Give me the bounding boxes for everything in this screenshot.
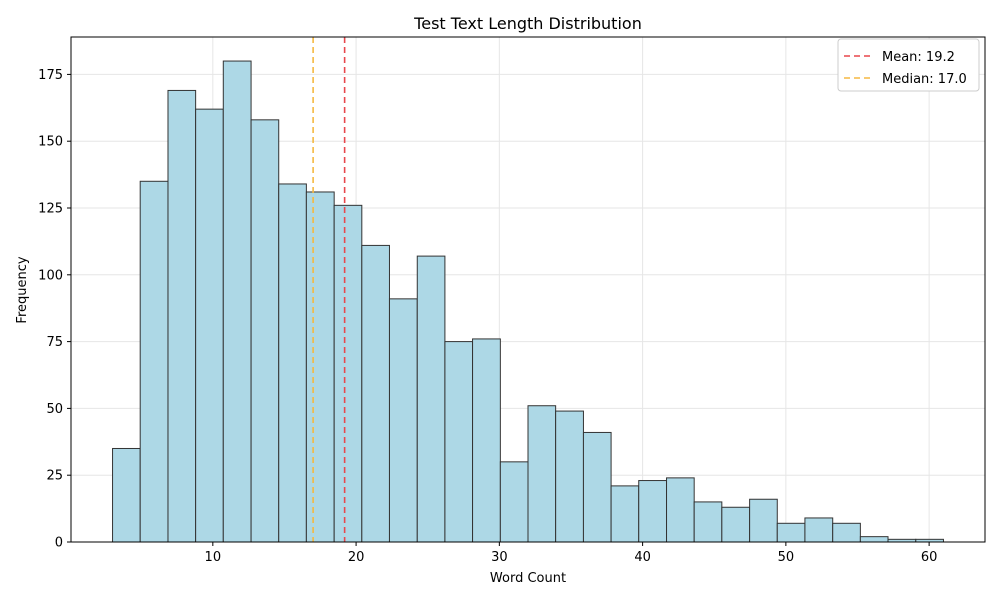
reference-lines: [312, 37, 346, 542]
histogram-bar: [499, 461, 529, 543]
y-axis-ticks: 0 25 50 75 100 125 150 175: [38, 68, 71, 551]
histogram-bar: [527, 405, 557, 543]
y-tick-label: 100: [38, 268, 63, 283]
histogram-bar: [333, 204, 363, 543]
legend-mean-label: Mean: 19.2: [882, 50, 955, 65]
legend-median-label: Median: 17.0: [882, 72, 967, 87]
legend-box: [837, 38, 980, 92]
histogram-bar: [749, 498, 778, 543]
histogram-bar: [278, 183, 307, 543]
y-tick-label: 75: [46, 335, 63, 350]
histogram-bar: [804, 517, 834, 543]
histogram-bar: [361, 244, 390, 543]
y-tick-label: 150: [38, 135, 63, 150]
x-tick-label: 60: [921, 550, 938, 565]
histogram-bar: [112, 447, 141, 543]
histogram-bar: [195, 108, 224, 543]
histogram-bar: [167, 89, 197, 543]
x-tick-label: 10: [205, 550, 222, 565]
histogram-bar: [638, 480, 668, 543]
histogram-bar: [555, 410, 584, 543]
x-tick-label: 20: [348, 550, 365, 565]
x-axis-label: Word Count: [490, 571, 566, 586]
bars-group: [112, 60, 944, 543]
histogram-bar: [610, 485, 640, 543]
plot-frame: [70, 36, 986, 543]
histogram-bar: [388, 298, 418, 543]
histogram-bar: [250, 119, 280, 543]
legend: Mean: 19.2 Median: 17.0: [837, 38, 980, 92]
histogram-bar: [472, 338, 501, 543]
y-tick-label: 25: [46, 469, 63, 484]
y-tick-label: 50: [46, 402, 63, 417]
histogram-bar: [444, 341, 474, 543]
histogram-bar: [693, 501, 723, 543]
histogram-bar: [222, 60, 252, 543]
y-tick-label: 125: [38, 202, 63, 217]
chart-title: Test Text Length Distribution: [413, 14, 642, 33]
histogram-bar: [666, 477, 695, 543]
x-tick-label: 30: [491, 550, 508, 565]
x-tick-label: 50: [778, 550, 795, 565]
x-tick-label: 40: [634, 550, 651, 565]
histogram-bar: [416, 255, 446, 543]
histogram-bar: [139, 180, 169, 543]
histogram-bar: [721, 506, 751, 543]
histogram-bar: [859, 536, 889, 543]
histogram-bar: [776, 522, 806, 543]
y-tick-label: 0: [55, 536, 63, 551]
y-tick-label: 175: [38, 68, 63, 83]
x-axis-ticks: 10 20 30 40 50 60: [205, 542, 938, 565]
histogram-bar: [582, 431, 612, 543]
histogram-bar: [832, 522, 861, 543]
histogram-bar: [305, 191, 335, 543]
y-axis-label: Frequency: [15, 256, 30, 323]
